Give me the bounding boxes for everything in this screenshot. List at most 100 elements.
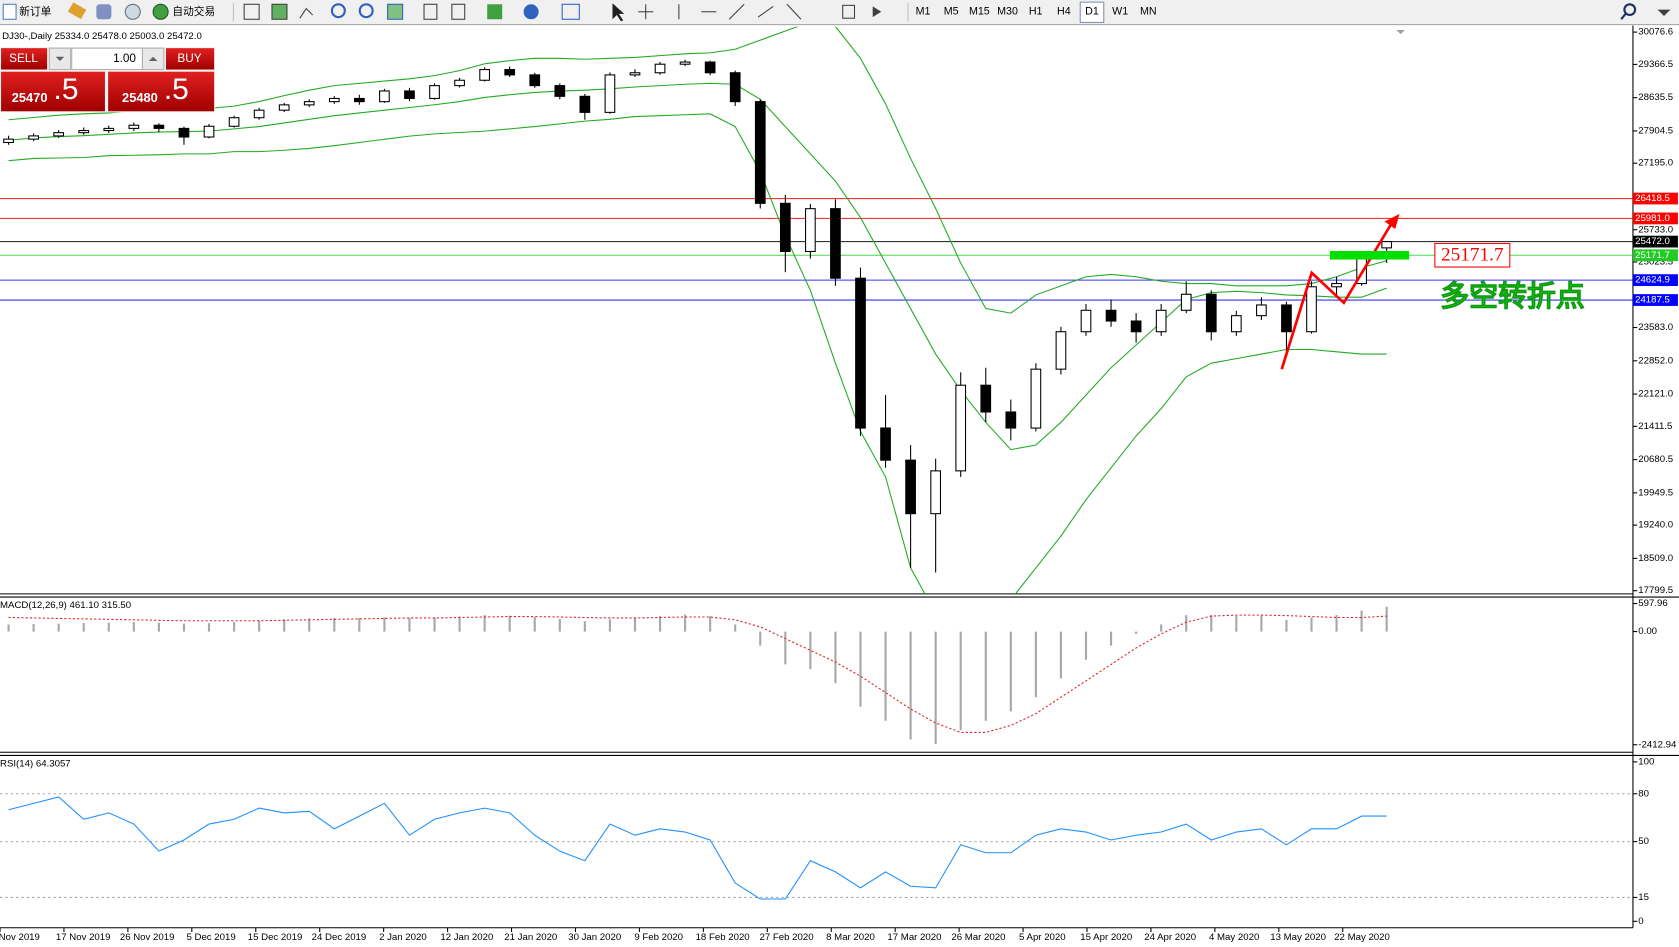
candle-body bbox=[905, 459, 916, 515]
channel-tool[interactable] bbox=[757, 5, 774, 18]
label-tool[interactable] bbox=[842, 4, 856, 19]
y-tick-label: 22852.0 bbox=[1638, 355, 1673, 366]
y-tick-label: 23583.0 bbox=[1638, 322, 1673, 333]
level-label: 26418.5 bbox=[1635, 193, 1670, 204]
candle-body bbox=[1080, 309, 1092, 333]
candle-body bbox=[53, 132, 65, 137]
icon[interactable] bbox=[271, 3, 288, 20]
x-tick-label: 17 Mar 2020 bbox=[887, 932, 941, 943]
candle-body bbox=[679, 61, 691, 65]
search-icon[interactable] bbox=[1623, 3, 1637, 17]
y-tick-label: 25023.5 bbox=[1638, 257, 1673, 268]
x-tick-label: 12 Jan 2020 bbox=[440, 932, 493, 943]
icon[interactable] bbox=[423, 3, 438, 20]
y-tick-label: 27195.0 bbox=[1638, 158, 1673, 169]
x-tick-label: 22 May 2020 bbox=[1334, 932, 1390, 943]
trendline-tool[interactable] bbox=[728, 3, 745, 20]
bid-box[interactable] bbox=[1, 71, 105, 112]
timeframe-button[interactable]: H4 bbox=[1057, 6, 1071, 18]
ask-box[interactable] bbox=[108, 71, 215, 112]
auto-trading-icon[interactable] bbox=[152, 3, 169, 20]
active-timeframe-frame bbox=[1079, 1, 1105, 24]
icon[interactable] bbox=[487, 4, 503, 20]
pivot-label: 25171.7 bbox=[1441, 245, 1504, 266]
level-label: 24187.5 bbox=[1635, 295, 1670, 306]
timeframe-button[interactable]: M1 bbox=[916, 6, 931, 18]
candle-body bbox=[203, 125, 215, 138]
rsi-panel bbox=[0, 793, 1633, 900]
shift-marker bbox=[1396, 29, 1405, 35]
timeframe-button[interactable]: D1 bbox=[1085, 6, 1099, 18]
candle-body bbox=[529, 74, 541, 87]
candle-body bbox=[1205, 293, 1217, 333]
candle-body bbox=[128, 124, 140, 129]
auto-trading-button[interactable]: 自动交易 bbox=[172, 5, 215, 18]
new-order-button[interactable]: 新订单 bbox=[19, 5, 51, 18]
timeframe-button[interactable]: M30 bbox=[997, 6, 1018, 18]
candle-body bbox=[554, 85, 566, 97]
icon[interactable] bbox=[299, 7, 314, 19]
buy-button[interactable] bbox=[165, 48, 215, 70]
y-tick-label: 28635.5 bbox=[1638, 92, 1673, 103]
y-tick-label: 0.00 bbox=[1638, 626, 1657, 637]
x-tick-label: 4 May 2020 bbox=[1209, 932, 1259, 943]
buy-label[interactable]: BUY bbox=[177, 52, 201, 65]
y-tick-label: 100 bbox=[1638, 756, 1654, 767]
new-order-icon[interactable] bbox=[2, 3, 17, 20]
icon[interactable] bbox=[451, 3, 466, 20]
timeframe-button[interactable]: MN bbox=[1140, 6, 1157, 18]
sell-button[interactable] bbox=[1, 48, 48, 70]
x-tick-label: 15 Dec 2019 bbox=[248, 932, 303, 943]
rsi-title: RSI(14) 64.3057 bbox=[0, 759, 71, 770]
lot-value: 1.00 bbox=[113, 52, 136, 65]
y-tick-label: 18509.0 bbox=[1638, 553, 1673, 564]
timeframe-button[interactable]: M5 bbox=[944, 6, 959, 18]
candle-body bbox=[779, 202, 791, 253]
timeframe-button[interactable]: M15 bbox=[969, 6, 990, 18]
y-tick-label: 597.96 bbox=[1638, 598, 1667, 609]
icon[interactable] bbox=[387, 3, 404, 20]
candle-body bbox=[1180, 293, 1192, 311]
icon[interactable] bbox=[523, 4, 539, 20]
candle-body bbox=[479, 69, 490, 81]
candle-body bbox=[1306, 286, 1317, 333]
rsi-line bbox=[8, 796, 1387, 900]
level-box bbox=[1632, 212, 1678, 225]
candle-body bbox=[354, 97, 365, 103]
icon[interactable] bbox=[561, 3, 580, 20]
fibo-tool[interactable] bbox=[786, 3, 802, 20]
timeframe-button[interactable]: H1 bbox=[1029, 6, 1043, 18]
search-icon[interactable] bbox=[1620, 13, 1627, 20]
candle-body bbox=[103, 127, 115, 132]
candle-body bbox=[1155, 309, 1167, 333]
zoom-in[interactable] bbox=[330, 3, 346, 19]
sell-label[interactable]: SELL bbox=[9, 52, 38, 65]
level-label: 24624.9 bbox=[1635, 275, 1670, 286]
icon[interactable] bbox=[124, 3, 141, 20]
dropdown[interactable] bbox=[1657, 9, 1671, 17]
icon[interactable] bbox=[96, 4, 112, 20]
candle-body bbox=[228, 117, 240, 127]
level-label: 25981.0 bbox=[1635, 213, 1670, 224]
y-tick-label: 27904.5 bbox=[1638, 125, 1673, 136]
ask-price: 25480 bbox=[122, 90, 158, 105]
cursor-tool[interactable] bbox=[612, 3, 625, 22]
zoom-out[interactable] bbox=[358, 3, 374, 19]
x-tick-label: 13 May 2020 bbox=[1270, 932, 1326, 943]
chart-title: DJ30-,Daily 25334.0 25478.0 25003.0 2547… bbox=[2, 31, 202, 42]
candle-body bbox=[504, 69, 516, 76]
level-box bbox=[1632, 294, 1678, 306]
x-tick-label: 9 Feb 2020 bbox=[634, 932, 683, 943]
icon[interactable] bbox=[67, 2, 87, 20]
icon[interactable] bbox=[243, 3, 260, 20]
y-tick-label: 50 bbox=[1638, 836, 1649, 847]
arrow-tool[interactable] bbox=[872, 6, 882, 18]
axes: 30076.6 29366.5 28635.5 27904.5 27195.0 25733… bbox=[0, 27, 1678, 943]
timeframe-button[interactable]: W1 bbox=[1112, 6, 1128, 18]
candle-body bbox=[1230, 315, 1242, 333]
lot-up-icon bbox=[148, 56, 158, 61]
y-tick-label: 17799.5 bbox=[1638, 585, 1673, 596]
candle-body bbox=[178, 127, 190, 138]
candle-body bbox=[704, 61, 716, 74]
x-tick-label: 18 Feb 2020 bbox=[696, 932, 750, 943]
